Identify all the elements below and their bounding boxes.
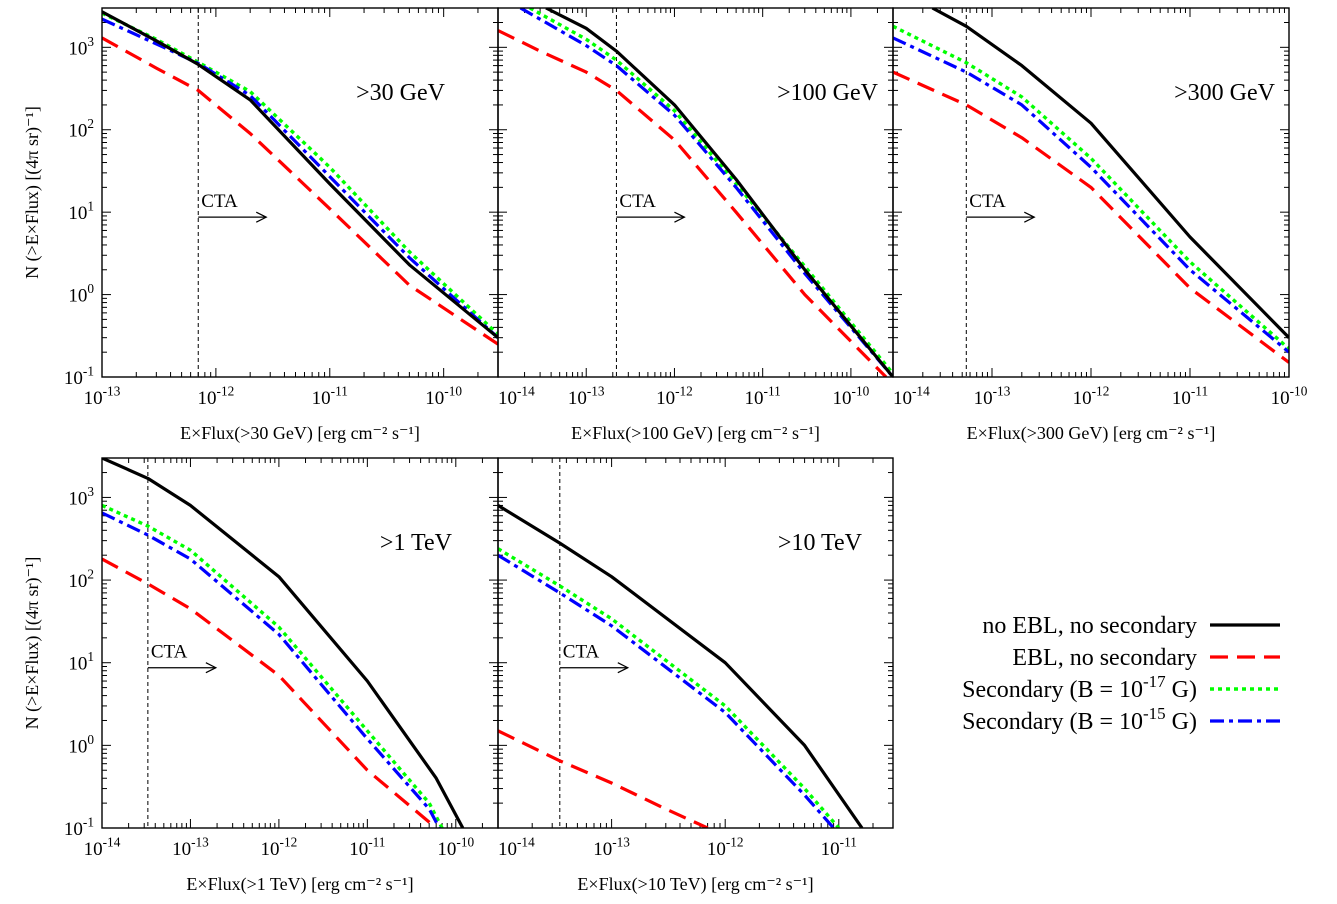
panel-label: >10 TeV	[778, 530, 863, 556]
y-tick-label: 101	[68, 199, 94, 225]
y-tick-label: 103	[68, 34, 94, 60]
series-line-dashed	[102, 36, 498, 346]
legend-item: EBL, no secondary	[1012, 645, 1280, 671]
x-tick-label: 10-14	[498, 834, 535, 860]
y-tick-label: 101	[68, 649, 94, 675]
y-axis-label: N (>E×Flux) [(4π sr)⁻¹]	[22, 106, 43, 279]
y-tick-label: 100	[68, 732, 94, 758]
x-axis-label: E×Flux(>30 GeV) [erg cm⁻² s⁻¹]	[180, 423, 420, 444]
plot-frame	[497, 7, 894, 378]
legend-label: Secondary (B = 10-17 G)	[962, 672, 1197, 703]
series-line-dotted	[102, 11, 498, 336]
x-tick-label: 10-10	[1271, 383, 1308, 409]
series-line-dashed	[893, 70, 1289, 364]
y-tick-label: 10-1	[64, 363, 94, 389]
legend-item: no EBL, no secondary	[982, 613, 1280, 639]
x-tick-label: 10-14	[893, 383, 930, 409]
axis-ticks	[497, 7, 894, 378]
panel-label: >30 GeV	[356, 80, 446, 106]
x-tick-label: 10-13	[593, 834, 630, 860]
chart-panel: CTA >1 TeV 10-14 10-13 10-12 10-11 10-10 10-1 10…	[22, 457, 499, 895]
x-tick-label: 10-11	[821, 834, 857, 860]
legend-label: no EBL, no secondary	[982, 613, 1197, 639]
legend-label: Secondary (B = 10-15 G)	[962, 704, 1197, 735]
panel-label: >300 GeV	[1174, 80, 1276, 106]
cta-arrowhead	[255, 211, 268, 223]
series-line-dash-dot	[498, 553, 835, 828]
series-line-dotted	[102, 503, 444, 828]
x-tick-label: 10-11	[1172, 383, 1208, 409]
x-tick-label: 10-13	[568, 383, 605, 409]
y-tick-label: 102	[68, 567, 94, 593]
x-tick-label: 10-13	[974, 383, 1011, 409]
cta-arrowhead	[205, 662, 218, 674]
x-axis-label: E×Flux(>100 GeV) [erg cm⁻² s⁻¹]	[571, 423, 820, 444]
chart-panel: CTA >100 GeV 10-14 10-13 10-12 10-11 10-10 E×Fl…	[497, 7, 894, 444]
y-tick-label: 10-1	[64, 814, 94, 840]
y-tick-label: 103	[68, 484, 94, 510]
axis-ticks	[497, 457, 894, 829]
cta-annotation: CTA	[201, 191, 238, 212]
chart-panel: CTA >10 TeV 10-14 10-13 10-12 10-11 E×Flux(>10…	[497, 457, 894, 895]
cta-annotation: CTA	[969, 191, 1006, 212]
legend-item: Secondary (B = 10-15 G)	[962, 704, 1280, 735]
series-line-solid	[102, 458, 465, 828]
cta-annotation: CTA	[151, 642, 188, 663]
plot-frame	[101, 7, 499, 378]
legend-label: EBL, no secondary	[1012, 645, 1197, 671]
cta-arrowhead	[617, 662, 630, 674]
series-line-solid	[545, 8, 893, 377]
y-tick-label: 100	[68, 281, 94, 307]
x-tick-label: 10-11	[312, 383, 348, 409]
series-line-dotted	[529, 8, 893, 375]
plot-frame	[892, 7, 1290, 378]
x-tick-label: 10-12	[656, 383, 693, 409]
x-tick-label: 10-12	[261, 834, 298, 860]
panel-label: >1 TeV	[380, 530, 453, 556]
panel-label: >100 GeV	[777, 80, 879, 106]
x-tick-label: 10-10	[833, 383, 870, 409]
series-line-solid	[498, 504, 864, 828]
chart-panel: CTA >300 GeV 10-14 10-13 10-12 10-11 10-10 E×Fl…	[892, 7, 1308, 444]
series-line-dash-dot	[102, 17, 498, 339]
series-line-dash-dot	[102, 511, 441, 828]
axis-ticks	[892, 7, 1290, 378]
series-line-dotted	[893, 24, 1289, 351]
chart-panel: CTA >30 GeV 10-13 10-12 10-11 10-10 10-1 100 101…	[22, 7, 499, 444]
cta-annotation: CTA	[563, 642, 600, 663]
series-line-solid	[102, 10, 498, 339]
axis-ticks	[101, 7, 499, 378]
x-tick-label: 10-13	[172, 834, 209, 860]
x-tick-label: 10-12	[198, 383, 235, 409]
x-tick-label: 10-13	[84, 383, 121, 409]
x-tick-label: 10-12	[1073, 383, 1110, 409]
x-tick-label: 10-12	[707, 834, 744, 860]
x-tick-label: 10-14	[498, 383, 535, 409]
series-line-dash-dot	[893, 36, 1289, 354]
series-line-dash-dot	[519, 8, 893, 377]
cta-arrowhead	[674, 211, 686, 223]
x-axis-label: E×Flux(>300 GeV) [erg cm⁻² s⁻¹]	[967, 423, 1216, 444]
x-tick-label: 10-10	[437, 834, 474, 860]
legend-item: Secondary (B = 10-17 G)	[962, 672, 1280, 703]
plot-frame	[497, 457, 894, 829]
series-line-dotted	[498, 547, 841, 828]
cta-annotation: CTA	[619, 191, 656, 212]
x-axis-label: E×Flux(>1 TeV) [erg cm⁻² s⁻¹]	[186, 874, 413, 895]
cta-arrowhead	[1024, 211, 1036, 223]
x-tick-label: 10-14	[84, 834, 121, 860]
series-line-dashed	[102, 557, 438, 828]
series-line-dashed	[498, 29, 888, 377]
series-line-solid	[931, 8, 1289, 339]
x-tick-label: 10-10	[425, 383, 462, 409]
x-tick-label: 10-11	[745, 383, 781, 409]
axis-ticks	[101, 457, 499, 829]
x-axis-label: E×Flux(>10 TeV) [erg cm⁻² s⁻¹]	[577, 874, 813, 895]
series-line-dashed	[498, 729, 709, 828]
x-tick-label: 10-11	[349, 834, 385, 860]
y-axis-label: N (>E×Flux) [(4π sr)⁻¹]	[22, 557, 43, 730]
y-tick-label: 102	[68, 116, 94, 142]
